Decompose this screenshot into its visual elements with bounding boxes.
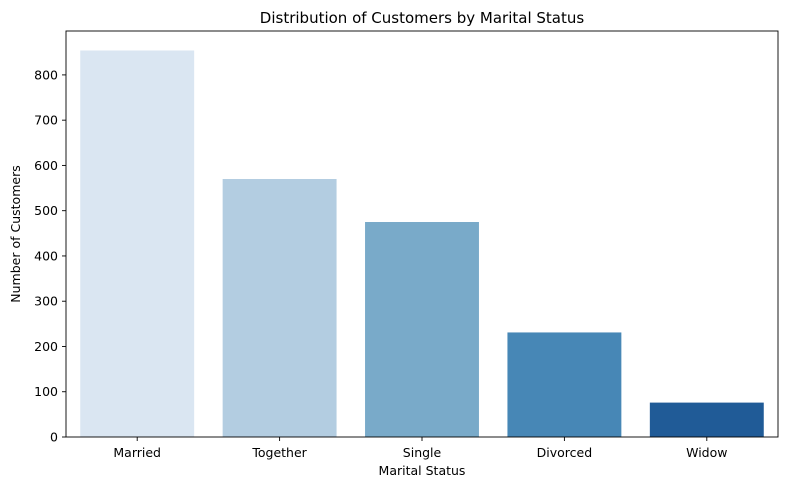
y-tick-label: 600 [34, 158, 58, 173]
y-tick-label: 700 [34, 113, 58, 128]
bar-together [222, 179, 337, 437]
y-tick-label: 0 [50, 430, 58, 445]
bars-group [80, 50, 764, 438]
y-tick-label: 200 [34, 339, 58, 354]
y-tick-label: 800 [34, 67, 58, 82]
bar-widow [649, 402, 764, 437]
x-axis-ticks: Married Together Single Divorced Widow [113, 437, 727, 460]
bar-divorced [507, 332, 622, 437]
bar-married [80, 50, 195, 438]
y-axis-ticks: 0 100 200 300 400 500 600 700 800 [34, 67, 66, 445]
y-axis-label: Number of Customers [8, 165, 23, 302]
x-tick-label: Married [113, 445, 161, 460]
x-tick-label: Widow [686, 445, 727, 460]
x-tick-label: Together [251, 445, 307, 460]
y-tick-label: 100 [34, 384, 58, 399]
y-tick-label: 500 [34, 203, 58, 218]
x-axis-label: Marital Status [379, 463, 466, 478]
bar-single [365, 222, 479, 437]
chart-title: Distribution of Customers by Marital Sta… [260, 9, 585, 27]
x-tick-label: Single [403, 445, 442, 460]
y-tick-label: 300 [34, 294, 58, 309]
x-tick-label: Divorced [537, 445, 593, 460]
plot-frame [65, 30, 779, 438]
y-tick-label: 400 [34, 248, 58, 263]
